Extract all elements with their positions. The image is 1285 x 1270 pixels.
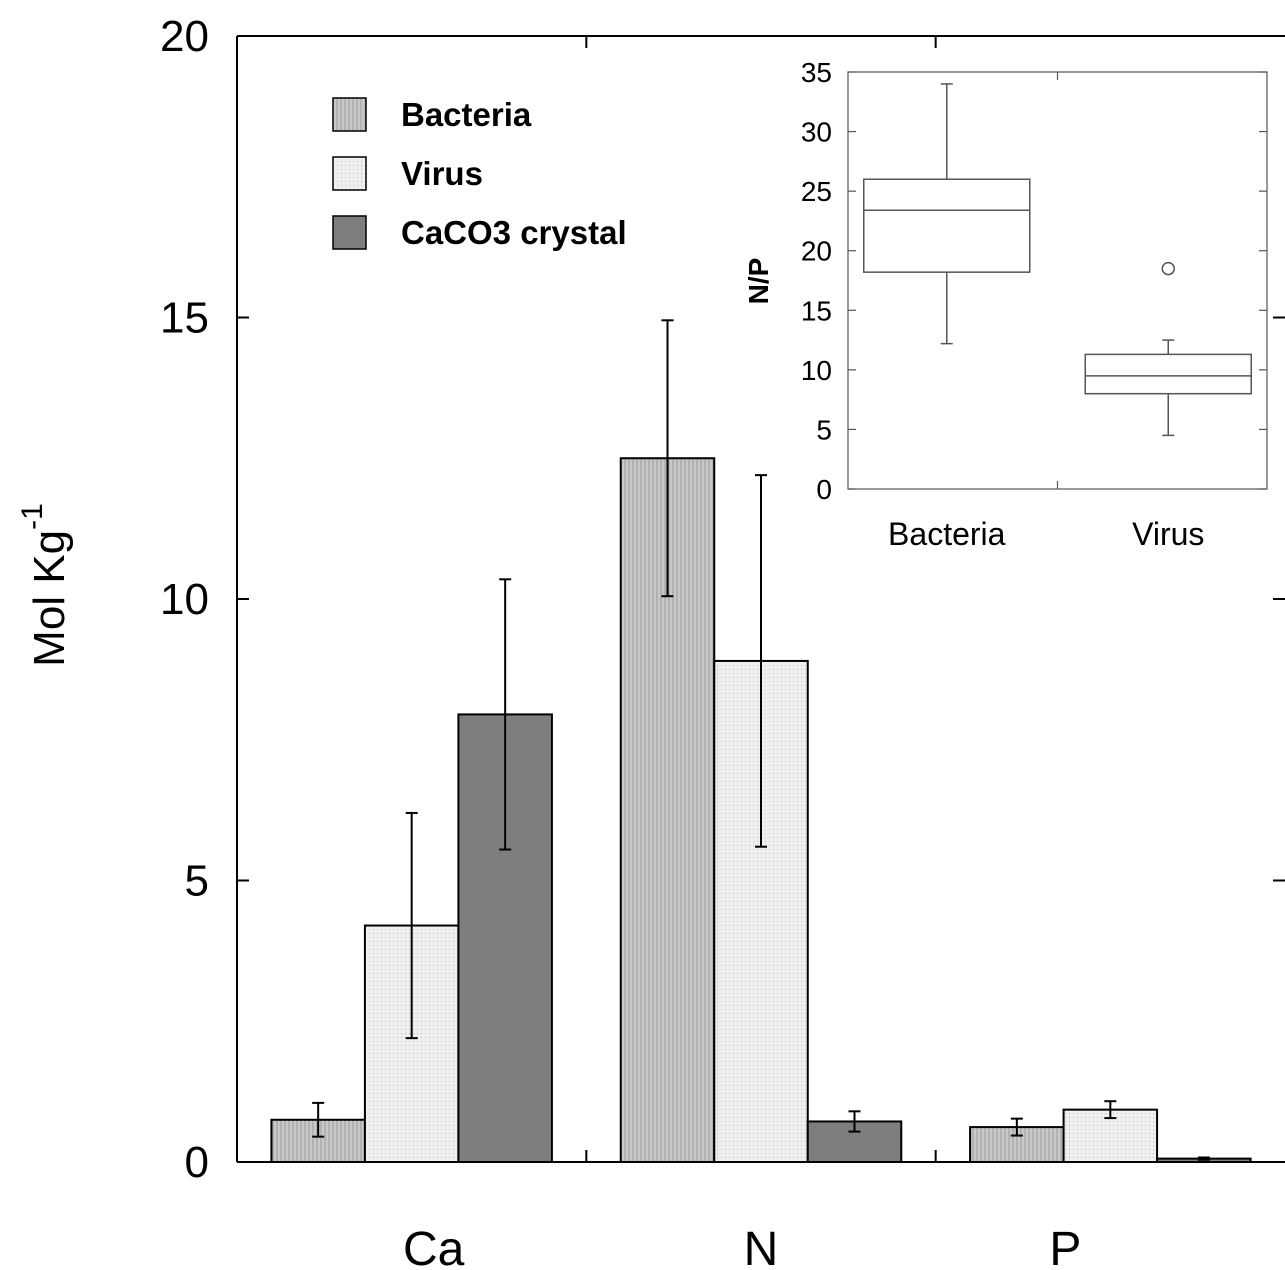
main-category-label: N bbox=[744, 1223, 779, 1270]
main-error-bars bbox=[312, 319, 1210, 1161]
main-category-labels: Ca N P bbox=[403, 1223, 1081, 1270]
inset-plot: 0 5 10 15 20 25 30 35 Bacteria Virus N/P bbox=[743, 57, 1268, 552]
legend-label: Bacteria bbox=[401, 96, 532, 133]
main-y-ticks: 0 5 10 15 20 bbox=[160, 12, 1285, 1187]
inset-y-tick-label: 10 bbox=[801, 355, 832, 386]
legend-swatch-virus bbox=[332, 156, 367, 191]
inset-y-tick-label: 15 bbox=[801, 295, 832, 326]
box-virus bbox=[1084, 353, 1252, 395]
inset-frame bbox=[847, 71, 1268, 490]
legend-label: Virus bbox=[401, 155, 483, 192]
main-y-tick-label: 5 bbox=[185, 857, 209, 906]
main-y-tick-label: 10 bbox=[160, 575, 209, 624]
inset-boxes bbox=[863, 72, 1252, 489]
outlier-point bbox=[1161, 261, 1175, 276]
main-plot: 0 5 10 15 20 Ca N P Mol Kg-1 Bacteria Virus CaCO… bbox=[16, 12, 1285, 1270]
main-category-label: P bbox=[1049, 1223, 1081, 1270]
legend-swatch-bacteria bbox=[332, 97, 367, 132]
main-y-axis-label: Mol Kg-1 bbox=[16, 503, 74, 667]
inset-y-tick-label: 0 bbox=[816, 474, 832, 505]
inset-y-tick-label: 30 bbox=[801, 117, 832, 148]
inset-y-axis-label: N/P bbox=[743, 258, 774, 305]
inset-y-tick-label: 35 bbox=[801, 57, 832, 88]
main-y-tick-label: 20 bbox=[160, 12, 209, 61]
inset-category-label: Bacteria bbox=[888, 516, 1006, 552]
main-category-label: Ca bbox=[403, 1223, 465, 1270]
inset-category-labels: Bacteria Virus bbox=[888, 516, 1204, 552]
legend-label: CaCO3 crystal bbox=[401, 214, 627, 251]
inset-y-ticks: 0 5 10 15 20 25 30 35 bbox=[801, 57, 1267, 505]
main-x-ticks bbox=[585, 36, 937, 1162]
legend-swatch-caco3-crystal bbox=[332, 215, 367, 250]
inset-category-label: Virus bbox=[1132, 516, 1204, 552]
main-y-axis-label-superscript: -1 bbox=[16, 503, 49, 530]
box-bacteria bbox=[863, 178, 1031, 273]
main-y-tick-label: 0 bbox=[185, 1138, 209, 1187]
main-y-axis-label-text: Mol Kg bbox=[25, 530, 74, 667]
main-y-tick-label: 15 bbox=[160, 294, 209, 343]
inset-y-tick-label: 20 bbox=[801, 236, 832, 267]
inset-y-tick-label: 5 bbox=[816, 414, 832, 445]
inset-y-tick-label: 25 bbox=[801, 176, 832, 207]
main-legend: Bacteria Virus CaCO3 crystal bbox=[332, 96, 627, 251]
